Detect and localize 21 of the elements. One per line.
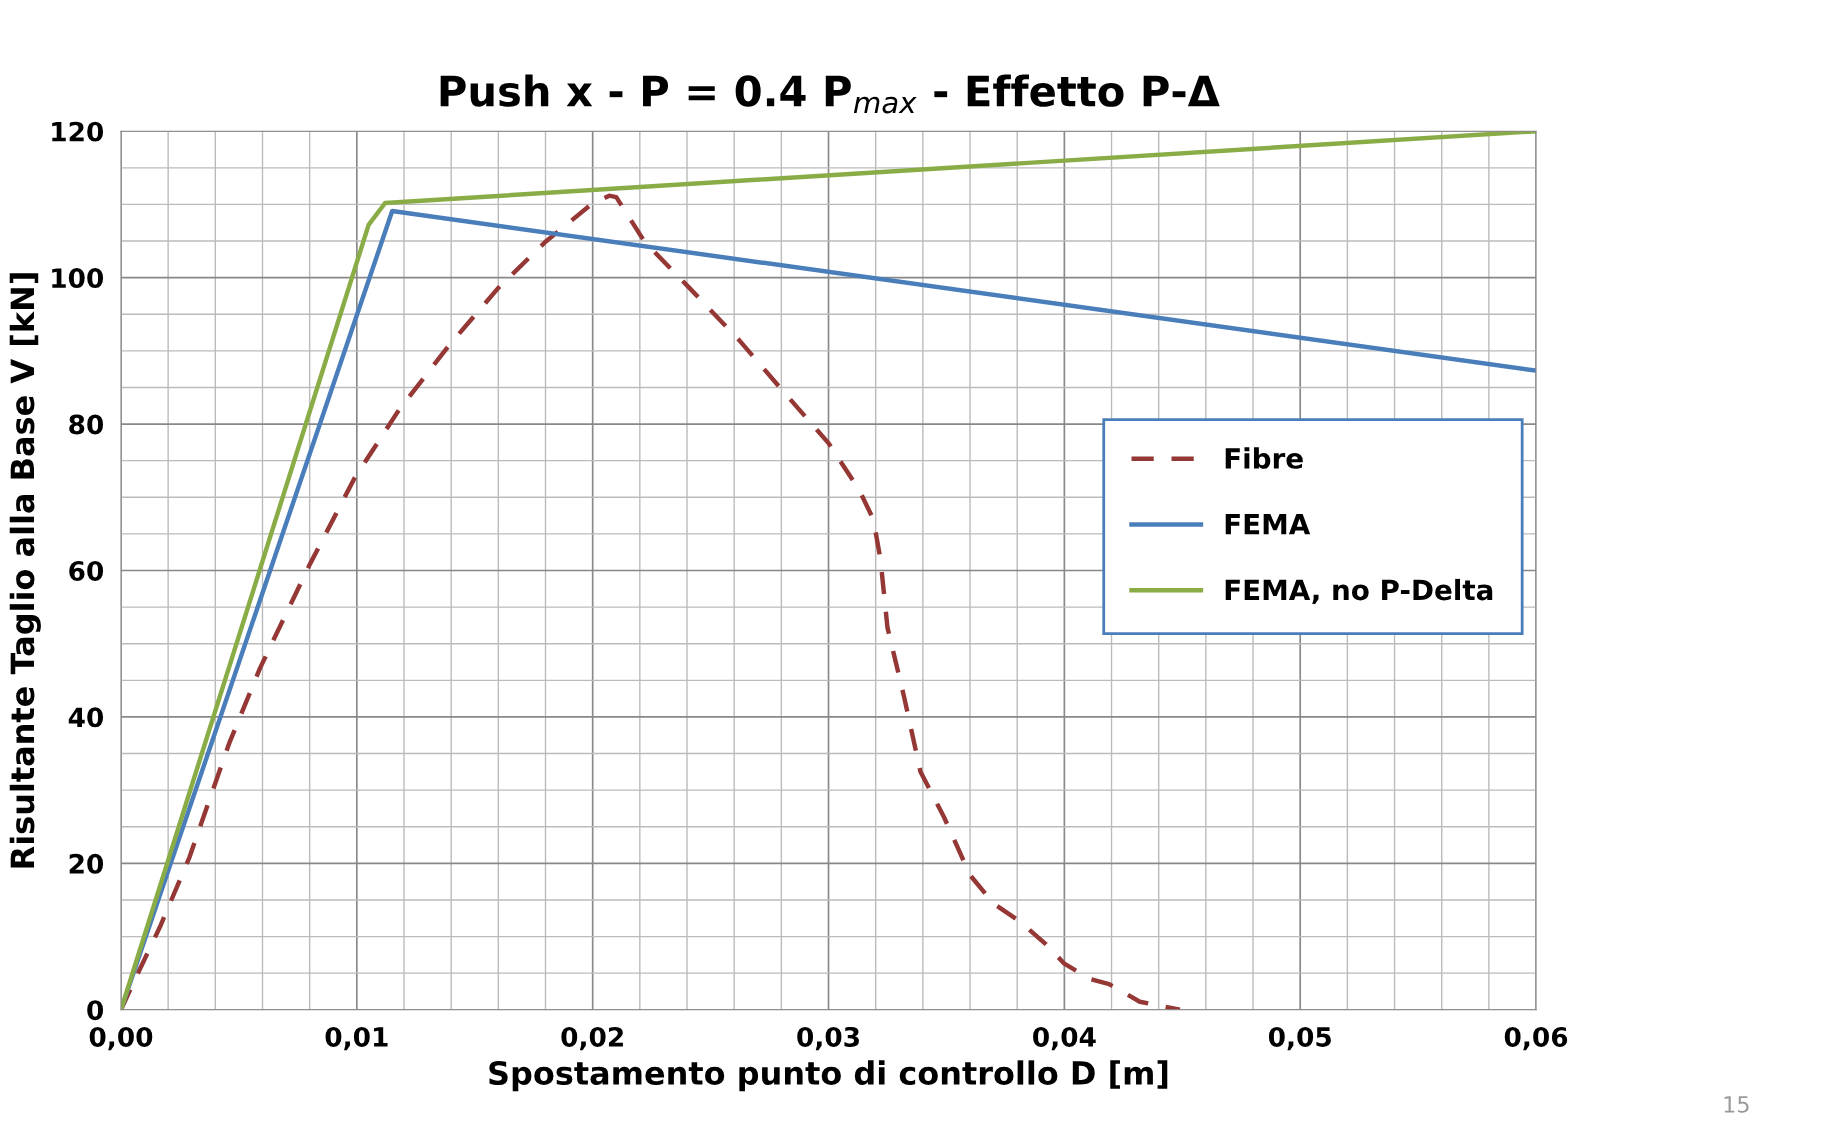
y-tick-label: 60 [69, 560, 104, 581]
y-tick-label: 20 [69, 853, 104, 874]
text: 15 [1724, 1096, 1749, 1113]
x-tick-label: 0,04 [1033, 1026, 1096, 1051]
y-axis-title: Risultante Taglio alla Base V [kN] [9, 273, 41, 868]
x-axis-title: Spostamento punto di controllo D [m] [489, 1060, 1168, 1092]
x-tick-label: 0,06 [1504, 1026, 1568, 1051]
legend-label: FEMA, no P-Delta [1225, 578, 1493, 604]
y-tick-label: 0 [87, 1000, 104, 1021]
x-tick-label: 0,05 [1268, 1026, 1331, 1051]
x-tick-label: 0,01 [325, 1026, 388, 1051]
x-tick-label: 0,02 [561, 1026, 623, 1051]
legend-label: Fibre [1225, 447, 1303, 469]
y-tick-label: 100 [52, 268, 104, 289]
legend-label: FEMA [1225, 513, 1311, 535]
chart-title: Push x - P = 0.4 P$_{max}$ - Effetto P-Δ [440, 74, 1220, 114]
x-tick-label: 0,03 [797, 1026, 859, 1051]
y-tick-label: 40 [68, 707, 104, 728]
y-tick-label: 80 [69, 414, 104, 435]
x-tick-label: 0,00 [89, 1026, 153, 1051]
y-tick-label: 120 [52, 121, 104, 142]
